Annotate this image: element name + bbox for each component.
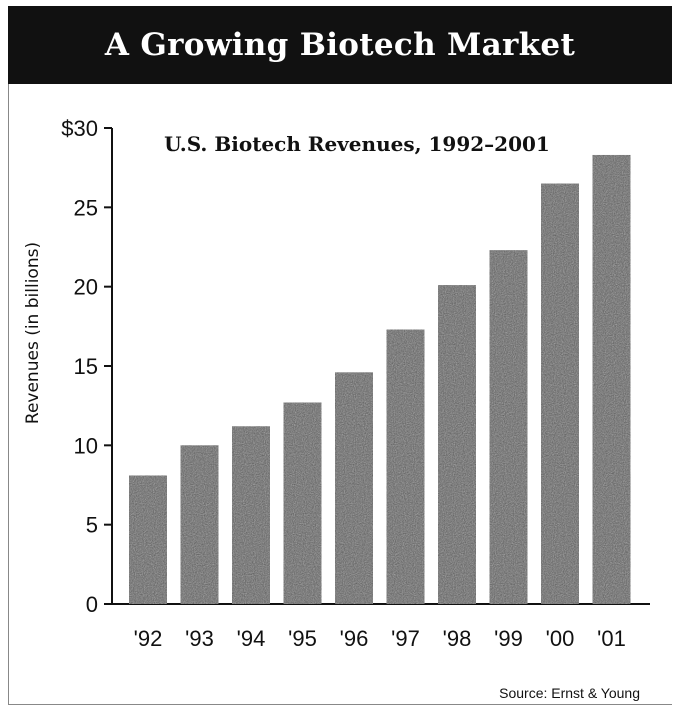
x-tick-label: '01 [597,626,626,651]
y-tick-label: 0 [86,592,98,617]
x-tick-label: '95 [288,626,317,651]
bar [438,285,476,604]
bar [283,402,322,604]
x-tick-label: '00 [546,626,575,651]
y-tick-label: 15 [74,354,98,379]
bar [335,372,373,604]
bar [386,329,425,604]
bar [129,475,167,604]
x-tick-label: '94 [237,626,266,651]
x-tick-label: '93 [185,626,214,651]
bar [592,154,631,604]
frame-left-border [8,84,9,704]
x-tick-label: '92 [134,626,163,651]
chart-title: U.S. Biotech Revenues, 1992–2001 [164,132,550,156]
y-tick-label: 10 [74,433,98,458]
title-banner: A Growing Biotech Market [8,6,672,84]
bars [129,154,631,605]
y-tick-label: 20 [74,275,98,300]
x-tick-label: '98 [443,626,472,651]
y-axis-label: Revenues (in billions) [23,242,43,424]
x-tick-label: '96 [340,626,369,651]
y-tick-label: 5 [86,513,98,538]
x-tick-label: '99 [494,626,523,651]
banner-title: A Growing Biotech Market [104,27,576,63]
x-axis-labels: '92 '93 '94 '95 '96 '97 '98 '99 '00 '01 [134,626,626,651]
bar [489,250,528,604]
bar [232,426,270,604]
y-tick-label: $30 [61,116,98,141]
source-note: Source: Ernst & Young [499,685,640,701]
bar [180,445,219,604]
frame-bottom-border [8,704,672,705]
bar [541,183,579,605]
x-tick-label: '97 [391,626,420,651]
y-tick-label: 25 [74,195,98,220]
